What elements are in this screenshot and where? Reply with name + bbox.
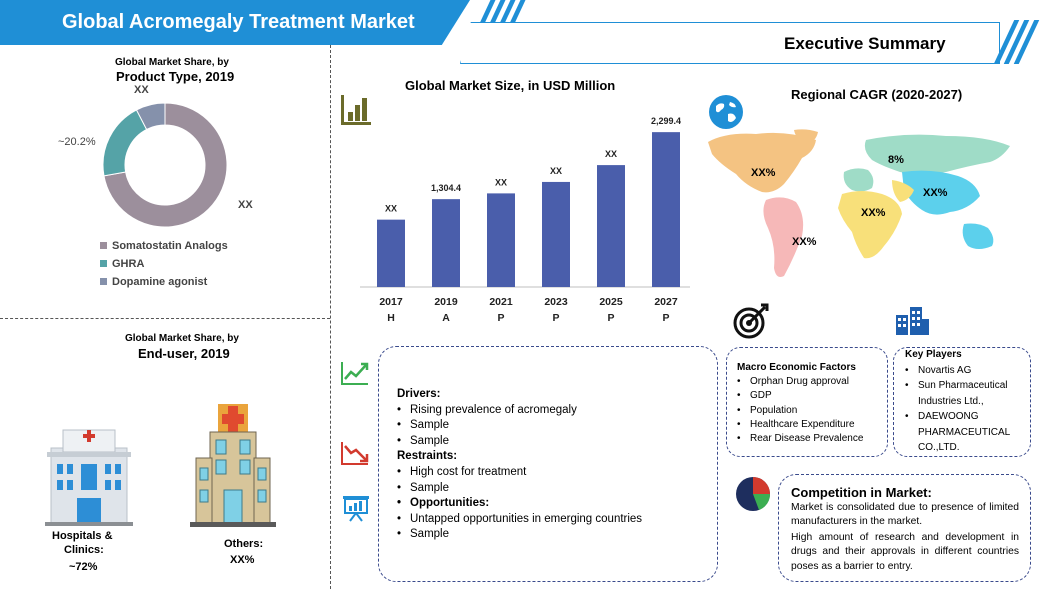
list-item: Orphan Drug approval	[737, 375, 887, 389]
header-banner	[0, 0, 470, 45]
legend-item: GHRA	[100, 258, 144, 270]
macro-content: Macro Economic Factors Orphan Drug appro…	[737, 361, 887, 446]
hospital-icon	[45, 429, 133, 526]
key-players-box	[893, 347, 1031, 457]
key-players-heading: Key Players	[905, 349, 962, 360]
olive-bar-chart-icon	[341, 95, 371, 125]
enduser-title-line2: End-user, 2019	[138, 346, 230, 361]
hospitals-value: ~72%	[69, 561, 98, 573]
list-item: Sun Pharmaceutical Industries Ltd.,	[905, 378, 1027, 409]
x-sublabel: P	[497, 312, 504, 324]
competition-box	[778, 474, 1031, 582]
macro-factors-box	[726, 347, 888, 457]
list-item: Rear Disease Prevalence	[737, 432, 887, 446]
list-item: GDP	[737, 389, 887, 403]
list-item: Rising prevalence of acromegaly	[397, 403, 707, 419]
x-sublabel: P	[552, 312, 559, 324]
regional-title: Regional CAGR (2020-2027)	[791, 87, 963, 102]
x-tick-label: 2019	[434, 296, 458, 308]
donut-label-large: XX	[238, 199, 253, 211]
donut-slice	[102, 109, 148, 177]
x-sublabel: P	[662, 312, 669, 324]
bar	[652, 132, 680, 287]
legend-item: Dopamine agonist	[100, 276, 207, 288]
trend-down-icon	[341, 442, 369, 465]
list-item: Sample	[397, 527, 707, 543]
header-stripes-right	[993, 20, 1040, 65]
enduser-title-line1: Global Market Share, by	[125, 333, 239, 344]
restraints-heading: Restraints:	[397, 450, 458, 463]
bar-data-label: 2,299.4	[651, 116, 681, 126]
hospitals-label-line1: Hospitals &	[52, 530, 113, 542]
bar	[542, 181, 570, 287]
competition-para2: High amount of research and development …	[791, 532, 1019, 572]
pie-chart-icon	[736, 477, 771, 511]
x-sublabel: H	[387, 312, 395, 324]
competition-para1: Market is consolidated due to presence o…	[791, 502, 1019, 528]
list-item: Sample	[397, 434, 707, 450]
donut-slice	[103, 102, 228, 228]
x-tick-label: 2021	[489, 296, 513, 308]
list-item: High cost for treatment	[397, 465, 707, 481]
page-title: Global Acromegaly Treatment Market	[62, 11, 415, 33]
divider-vertical	[330, 45, 331, 589]
executive-summary-banner	[460, 22, 1000, 64]
divider-horizontal	[0, 318, 330, 319]
list-item: Novartis AG	[905, 363, 1027, 379]
bar-chart-title: Global Market Size, in USD Million	[405, 78, 616, 93]
bar	[377, 219, 405, 287]
region-label-latin-america: XX%	[792, 236, 817, 248]
drivers-restraints-box	[378, 346, 718, 582]
bar-data-label: XX	[605, 149, 617, 159]
trend-up-icon	[341, 362, 369, 385]
target-icon	[733, 303, 769, 339]
x-sublabel: A	[442, 312, 450, 324]
list-item: Untapped opportunities in emerging count…	[397, 512, 707, 528]
x-sublabel: P	[607, 312, 614, 324]
list-item: Population	[737, 404, 887, 418]
opportunities-heading: Opportunities:	[397, 496, 707, 512]
world-map	[708, 129, 1010, 277]
bar-data-label: XX	[495, 177, 507, 187]
region-label-asia-pacific: XX%	[923, 187, 948, 199]
office-buildings-icon	[896, 307, 929, 335]
bar	[597, 165, 625, 287]
competition-heading: Competition in Market:	[791, 485, 932, 500]
presentation-board-icon	[343, 496, 369, 522]
x-tick-label: 2023	[544, 296, 568, 308]
list-item: DAEWOONG PHARMACEUTICAL CO.,LTD.	[905, 409, 1027, 456]
donut-slice	[135, 102, 166, 131]
donut-label-teal: ~20.2%	[58, 136, 96, 148]
donut-title-line1: Global Market Share, by	[115, 57, 229, 68]
hospitals-label-line2: Clinics:	[64, 544, 104, 556]
donut-label-small: XX	[134, 84, 149, 96]
x-tick-label: 2025	[599, 296, 623, 308]
product-type-donut-chart	[102, 102, 228, 228]
region-label-middle-east-africa: XX%	[861, 207, 886, 219]
bar-data-label: 1,304.4	[431, 183, 461, 193]
bar	[432, 199, 460, 287]
region-label-north-america: XX%	[751, 167, 776, 179]
donut-title-line2: Product Type, 2019	[116, 69, 235, 84]
macro-heading: Macro Economic Factors	[737, 362, 856, 373]
bar-data-label: XX	[385, 204, 397, 214]
others-label: Others:	[224, 538, 264, 550]
bar-data-label: XX	[550, 166, 562, 176]
legend-item: Somatostatin Analogs	[100, 240, 228, 252]
x-tick-label: 2027	[654, 296, 678, 308]
list-item: Healthcare Expenditure	[737, 418, 887, 432]
region-label-europe: 8%	[888, 154, 904, 166]
x-tick-label: 2017	[379, 296, 403, 308]
list-item: Sample	[397, 481, 707, 497]
market-size-bar-chart: XX 2017 H 1,304.4 2019 A XX 2021 P XX 2023 P XX 2025 P…	[360, 116, 690, 324]
globe-icon	[709, 95, 743, 129]
list-item: Sample	[397, 418, 707, 434]
drivers-heading: Drivers:	[397, 388, 441, 400]
others-value: XX%	[230, 554, 255, 566]
drivers-content: Drivers: Rising prevalence of acromegaly…	[397, 387, 707, 543]
key-players-content: Key Players Novartis AG Sun Pharmaceutic…	[905, 347, 1027, 456]
clinic-building-icon	[190, 404, 276, 527]
bar	[487, 193, 515, 287]
executive-summary-title: Executive Summary	[784, 34, 946, 53]
